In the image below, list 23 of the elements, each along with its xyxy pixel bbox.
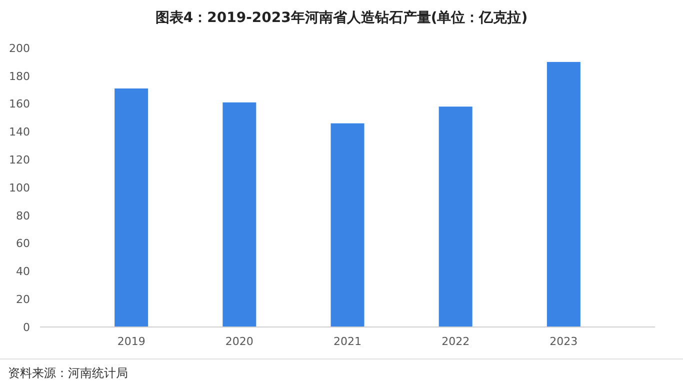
y-tick-label: 160 bbox=[9, 98, 30, 111]
x-tick-label: 2021 bbox=[334, 335, 362, 348]
y-tick-label: 200 bbox=[9, 42, 30, 55]
y-tick-label: 80 bbox=[16, 209, 30, 222]
chart-title: 图表4：2019-2023年河南省人造钻石产量(单位：亿克拉) bbox=[155, 9, 528, 26]
y-tick-label: 60 bbox=[16, 237, 30, 250]
y-tick-label: 120 bbox=[9, 153, 30, 166]
y-tick-label: 140 bbox=[9, 126, 30, 139]
y-tick-label: 0 bbox=[23, 320, 30, 334]
text: 资料来源：河南统计局 bbox=[8, 366, 128, 380]
bar bbox=[438, 106, 472, 327]
y-tick-label: 180 bbox=[9, 70, 30, 83]
x-tick-label: 2020 bbox=[225, 335, 254, 348]
bar bbox=[222, 102, 256, 327]
bar bbox=[330, 123, 364, 327]
y-tick-label: 100 bbox=[9, 181, 30, 194]
y-tick-label: 20 bbox=[16, 292, 30, 306]
x-tick-label: 2022 bbox=[442, 335, 470, 348]
bar bbox=[546, 62, 580, 327]
x-tick-label: 2019 bbox=[117, 335, 146, 348]
x-tick-label: 2023 bbox=[550, 335, 578, 348]
y-tick-label: 40 bbox=[16, 265, 30, 278]
bar bbox=[114, 88, 148, 327]
